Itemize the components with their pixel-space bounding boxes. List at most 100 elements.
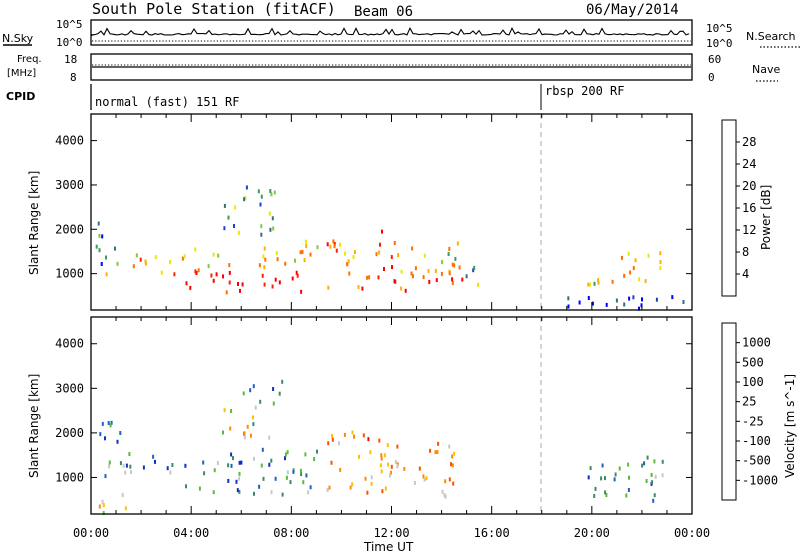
scatter-cell: [235, 479, 238, 484]
cpid-segment-1: normal (fast) 151 RF: [95, 95, 240, 109]
scatter-cell: [276, 257, 279, 262]
scatter-cell: [295, 270, 298, 275]
scatter-cell: [122, 463, 125, 468]
scatter-cell: [453, 451, 456, 456]
velocity-panel: 1000 2000 3000 4000 Slant Range [km]: [27, 316, 693, 516]
scatter-cell: [232, 456, 234, 461]
scatter-cell: [278, 391, 281, 396]
scatter-cell: [260, 224, 263, 229]
scatter-cell: [659, 251, 662, 256]
scatter-cell: [587, 282, 590, 287]
scatter-cell: [286, 470, 289, 475]
scatter-cell: [422, 474, 425, 479]
scatter-cell: [271, 216, 274, 221]
scatter-cell: [661, 473, 664, 478]
scatter-cell: [223, 408, 226, 413]
scatter-cell: [411, 246, 414, 251]
scatter-cell: [618, 466, 621, 471]
y-tick-label: 2000: [55, 426, 84, 440]
scatter-cell: [263, 246, 266, 251]
y-tick-label: 2000: [55, 222, 84, 236]
nsky-panel: N.Sky 10^5 10^0 10^5 10^0 N.Search: [2, 18, 800, 50]
scatter-cell: [238, 471, 241, 476]
scatter-cell: [259, 202, 262, 207]
scatter-cell: [270, 490, 273, 495]
x-tick-label: 00:00: [73, 526, 109, 540]
scatter-cell: [600, 476, 603, 481]
scatter-cell: [258, 263, 261, 268]
scatter-cell: [316, 245, 319, 250]
scatter-cell: [305, 473, 308, 478]
scatter-cell: [198, 486, 201, 491]
scatter-cell: [410, 271, 413, 276]
scatter-cell: [641, 463, 644, 468]
x-tick-label: 08:00: [273, 526, 309, 540]
scatter-cell: [270, 192, 273, 197]
scatter-cell: [441, 260, 444, 265]
scatter-cell: [217, 253, 220, 258]
x-tick-label: 16:00: [474, 526, 510, 540]
nsky-line: [91, 26, 690, 36]
scatter-cell: [160, 270, 163, 275]
scatter-cell: [413, 481, 416, 485]
scatter-cell: [370, 475, 373, 480]
scatter-cell: [304, 452, 307, 457]
scatter-cell: [327, 285, 330, 290]
scatter-cell: [451, 454, 454, 459]
scatter-cell: [272, 387, 275, 391]
scatter-cell: [627, 462, 630, 467]
scatter-cell: [339, 467, 342, 472]
scatter-cell: [128, 452, 131, 456]
scatter-cell: [102, 503, 105, 508]
scatter-cell: [278, 280, 281, 285]
scatter-cell: [230, 463, 233, 468]
scatter-cell: [343, 432, 346, 437]
y-tick-label: 4000: [55, 337, 84, 351]
scatter-cell: [458, 265, 461, 270]
scatter-cell: [671, 295, 674, 300]
scatter-cell: [284, 456, 286, 461]
colorbar-tick-label: 1000: [742, 336, 771, 350]
scatter-cell: [239, 288, 241, 293]
scatter-cell: [212, 278, 215, 283]
scatter-cell: [593, 494, 596, 498]
scatter-cell: [222, 274, 224, 279]
scatter-cell: [378, 250, 381, 255]
cpid-segment-2: rbsp 200 RF: [545, 84, 624, 98]
colorbar-tick-label: 100: [742, 375, 764, 389]
scatter-cell: [268, 211, 271, 216]
scatter-cell: [352, 255, 355, 259]
scatter-cell: [316, 449, 318, 454]
scatter-cell: [237, 230, 240, 235]
scatter-cell: [309, 252, 312, 257]
scatter-cell: [227, 215, 230, 220]
scatter-cell: [377, 275, 380, 280]
scatter-cell: [181, 256, 184, 261]
time-axis-title: Time UT: [363, 540, 414, 554]
scatter-cell: [604, 490, 607, 495]
scatter-cell: [654, 474, 657, 479]
scatter-cell: [296, 273, 299, 278]
scatter-cell: [597, 280, 600, 285]
colorbar-tick-label: -1000: [742, 473, 778, 487]
cpid-label: CPID: [6, 90, 35, 103]
velocity-y-axis: 1000 2000 3000 4000: [55, 337, 692, 484]
colorbar-frame: [721, 322, 737, 501]
scatter-cell: [643, 461, 646, 466]
scatter-cell: [589, 466, 592, 471]
scatter-cell: [397, 253, 400, 258]
scatter-cell: [326, 488, 329, 493]
scatter-cell: [109, 423, 112, 428]
scatter-cell: [605, 302, 608, 307]
nsearch-label: N.Search: [746, 30, 796, 43]
scatter-cell: [650, 473, 653, 477]
velocity-colorbar: Velocity [m s^-1] 1000 500 100 25 -25 -100 -50…: [721, 322, 797, 501]
scatter-cell: [396, 464, 399, 469]
freq-panel: Freq. [MHz] 18 8 60 0 Nave: [7, 53, 780, 84]
scatter-cell: [300, 289, 303, 294]
scatter-cell: [307, 490, 310, 495]
scatter-cell: [227, 478, 230, 483]
scatter-cell: [154, 255, 157, 260]
scatter-cell: [451, 277, 454, 282]
scatter-cell: [329, 244, 332, 249]
